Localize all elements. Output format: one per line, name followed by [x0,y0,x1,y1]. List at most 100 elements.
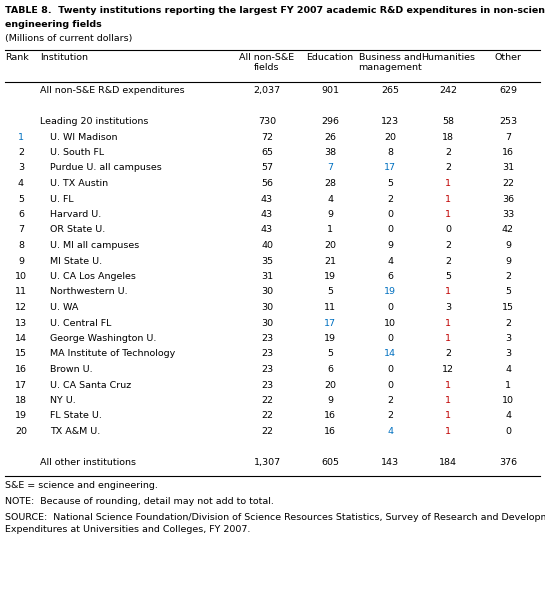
Text: U. WA: U. WA [50,303,78,312]
Text: 19: 19 [384,288,396,297]
Text: 730: 730 [258,117,276,126]
Text: 18: 18 [15,396,27,405]
Text: 0: 0 [387,381,393,390]
Text: 14: 14 [15,334,27,343]
Text: 9: 9 [327,210,333,219]
Text: 42: 42 [502,226,514,234]
Text: 12: 12 [442,365,454,374]
Text: 7: 7 [327,163,333,172]
Text: 1: 1 [18,133,24,141]
Text: 0: 0 [387,210,393,219]
Text: 1,307: 1,307 [253,458,281,467]
Text: 10: 10 [15,272,27,281]
Text: 901: 901 [321,86,339,95]
Text: 6: 6 [387,272,393,281]
Text: 605: 605 [321,458,339,467]
Text: 2: 2 [445,148,451,157]
Text: Institution: Institution [40,53,88,62]
Text: Education: Education [306,53,354,62]
Text: 2: 2 [18,148,24,157]
Text: 265: 265 [381,86,399,95]
Text: 1: 1 [445,334,451,343]
Text: 11: 11 [15,288,27,297]
Text: 2: 2 [445,256,451,265]
Text: 8: 8 [18,241,24,250]
Text: U. MI all campuses: U. MI all campuses [50,241,140,250]
Text: 33: 33 [502,210,514,219]
Text: 3: 3 [505,349,511,359]
Text: 19: 19 [324,272,336,281]
Text: 15: 15 [15,349,27,359]
Text: 30: 30 [261,318,273,327]
Text: 184: 184 [439,458,457,467]
Text: 1: 1 [445,411,451,420]
Text: SOURCE:  National Science Foundation/Division of Science Resources Statistics, S: SOURCE: National Science Foundation/Divi… [5,513,545,533]
Text: 0: 0 [387,303,393,312]
Text: U. CA Santa Cruz: U. CA Santa Cruz [50,381,131,390]
Text: 18: 18 [442,133,454,141]
Text: 43: 43 [261,195,273,204]
Text: engineering fields: engineering fields [5,20,102,29]
Text: Humanities: Humanities [421,53,475,62]
Text: 22: 22 [261,427,273,436]
Text: 3: 3 [445,303,451,312]
Text: 72: 72 [261,133,273,141]
Text: 143: 143 [381,458,399,467]
Text: Other: Other [494,53,522,62]
Text: 20: 20 [324,381,336,390]
Text: 9: 9 [505,241,511,250]
Text: 31: 31 [502,163,514,172]
Text: 4: 4 [387,427,393,436]
Text: 30: 30 [261,303,273,312]
Text: Leading 20 institutions: Leading 20 institutions [40,117,148,126]
Text: 23: 23 [261,349,273,359]
Text: 242: 242 [439,86,457,95]
Text: 57: 57 [261,163,273,172]
Text: 35: 35 [261,256,273,265]
Text: 16: 16 [502,148,514,157]
Text: 40: 40 [261,241,273,250]
Text: 4: 4 [387,256,393,265]
Text: Rank: Rank [5,53,29,62]
Text: 3: 3 [505,334,511,343]
Text: Brown U.: Brown U. [50,365,93,374]
Text: 376: 376 [499,458,517,467]
Text: 12: 12 [15,303,27,312]
Text: 5: 5 [327,349,333,359]
Text: 2: 2 [505,272,511,281]
Text: 7: 7 [505,133,511,141]
Text: 0: 0 [505,427,511,436]
Text: 1: 1 [445,381,451,390]
Text: Harvard U.: Harvard U. [50,210,101,219]
Text: 1: 1 [445,195,451,204]
Text: NY U.: NY U. [50,396,76,405]
Text: 2: 2 [387,195,393,204]
Text: 22: 22 [502,179,514,188]
Text: 0: 0 [387,334,393,343]
Text: 20: 20 [324,241,336,250]
Text: 10: 10 [384,318,396,327]
Text: 253: 253 [499,117,517,126]
Text: 1: 1 [445,396,451,405]
Text: 16: 16 [324,427,336,436]
Text: 5: 5 [18,195,24,204]
Text: 22: 22 [261,411,273,420]
Text: TX A&M U.: TX A&M U. [50,427,100,436]
Text: 23: 23 [261,365,273,374]
Text: 30: 30 [261,288,273,297]
Text: 43: 43 [261,210,273,219]
Text: 6: 6 [327,365,333,374]
Text: 2: 2 [445,241,451,250]
Text: 17: 17 [15,381,27,390]
Text: 36: 36 [502,195,514,204]
Text: 0: 0 [387,365,393,374]
Text: 31: 31 [261,272,273,281]
Text: 23: 23 [261,334,273,343]
Text: 16: 16 [15,365,27,374]
Text: 58: 58 [442,117,454,126]
Text: 4: 4 [505,365,511,374]
Text: 56: 56 [261,179,273,188]
Text: 2,037: 2,037 [253,86,281,95]
Text: 296: 296 [321,117,339,126]
Text: (Millions of current dollars): (Millions of current dollars) [5,34,132,43]
